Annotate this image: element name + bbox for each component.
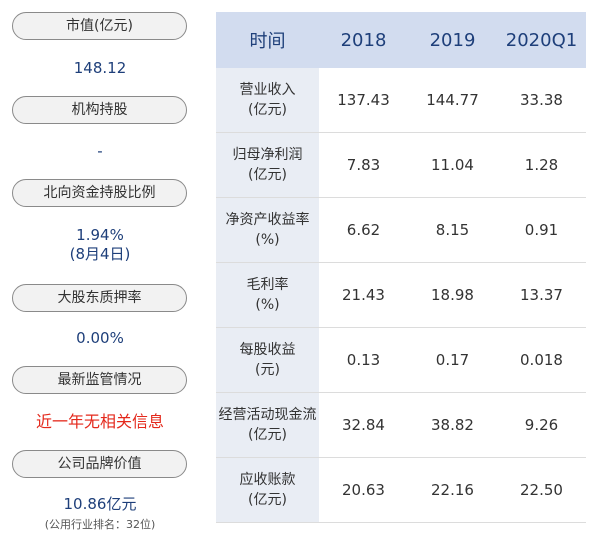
left-info-panel: 市值(亿元) 148.12 机构持股 - 北向资金持股比例 1.94% (8月4… bbox=[0, 0, 200, 542]
value-2020q1: 0.91 bbox=[524, 221, 559, 239]
value-2019: 22.16 bbox=[431, 481, 474, 499]
value-2018: 7.83 bbox=[346, 156, 381, 174]
row-name: 毛利率 bbox=[246, 277, 289, 293]
northbound-holding-date: (8月4日) bbox=[69, 245, 131, 263]
table-header-row: 时间 2018 2019 2020Q1 bbox=[216, 12, 586, 68]
value-2019: 144.77 bbox=[426, 91, 479, 109]
value-2019: 18.98 bbox=[431, 286, 474, 304]
row-unit: (亿元) bbox=[248, 167, 287, 183]
institutional-holding-value: - bbox=[97, 142, 103, 160]
header-2019: 2019 bbox=[429, 29, 476, 51]
value-2020q1: 22.50 bbox=[520, 481, 563, 499]
market-cap-value: 148.12 bbox=[73, 59, 127, 77]
row-name-cell: 每股收益 (元) bbox=[216, 328, 319, 392]
financial-table: 时间 2018 2019 2020Q1 营业收入 (亿元) 137.43 144… bbox=[216, 12, 586, 523]
row-unit: (亿元) bbox=[248, 427, 287, 443]
northbound-holding-label: 北向资金持股比例 bbox=[12, 179, 187, 207]
row-name: 净资产收益率 bbox=[225, 212, 310, 228]
value-2020q1: 9.26 bbox=[524, 416, 559, 434]
row-name: 归母净利润 bbox=[232, 147, 303, 163]
value-2018: 0.13 bbox=[346, 351, 381, 369]
table-row-roe: 净资产收益率 (%) 6.62 8.15 0.91 bbox=[216, 198, 586, 263]
table-row-operating-cashflow: 经营活动现金流 (亿元) 32.84 38.82 9.26 bbox=[216, 393, 586, 458]
regulatory-status-value: 近一年无相关信息 bbox=[35, 412, 164, 431]
value-2018: 32.84 bbox=[342, 416, 385, 434]
pledge-ratio-value: 0.00% bbox=[76, 329, 124, 347]
table-row-receivables: 应收账款 (亿元) 20.63 22.16 22.50 bbox=[216, 458, 586, 523]
institutional-holding-label: 机构持股 bbox=[12, 96, 187, 124]
row-name-cell: 归母净利润 (亿元) bbox=[216, 133, 319, 197]
value-2018: 20.63 bbox=[342, 481, 385, 499]
value-2018: 21.43 bbox=[342, 286, 385, 304]
value-2018: 137.43 bbox=[337, 91, 390, 109]
row-name-cell: 毛利率 (%) bbox=[216, 263, 319, 327]
brand-value-label: 公司品牌价值 bbox=[12, 450, 187, 478]
table-row-gross-margin: 毛利率 (%) 21.43 18.98 13.37 bbox=[216, 263, 586, 328]
row-name-cell: 营业收入 (亿元) bbox=[216, 68, 319, 132]
brand-value-rank-note: (公用行业排名：32位) bbox=[44, 518, 156, 531]
row-name-cell: 经营活动现金流 (亿元) bbox=[216, 393, 319, 457]
value-2020q1: 0.018 bbox=[520, 351, 563, 369]
row-name-cell: 净资产收益率 (%) bbox=[216, 198, 319, 262]
value-2020q1: 13.37 bbox=[520, 286, 563, 304]
value-2019: 11.04 bbox=[431, 156, 474, 174]
value-2019: 8.15 bbox=[435, 221, 470, 239]
value-2019: 38.82 bbox=[431, 416, 474, 434]
value-2020q1: 1.28 bbox=[524, 156, 559, 174]
row-unit: (亿元) bbox=[248, 492, 287, 508]
table-row-eps: 每股收益 (元) 0.13 0.17 0.018 bbox=[216, 328, 586, 393]
row-name: 应收账款 bbox=[239, 472, 296, 488]
header-2020q1: 2020Q1 bbox=[505, 29, 578, 51]
northbound-holding-value: 1.94% bbox=[76, 226, 124, 244]
value-2020q1: 33.38 bbox=[520, 91, 563, 109]
header-time: 时间 bbox=[249, 31, 286, 52]
regulatory-status-label: 最新监管情况 bbox=[12, 366, 187, 394]
row-unit: (%) bbox=[255, 232, 280, 248]
market-cap-label: 市值(亿元) bbox=[12, 12, 187, 40]
brand-value-value: 10.86亿元 bbox=[63, 495, 137, 513]
row-name: 每股收益 bbox=[239, 342, 296, 358]
value-2019: 0.17 bbox=[435, 351, 470, 369]
header-2018: 2018 bbox=[340, 29, 387, 51]
value-2018: 6.62 bbox=[346, 221, 381, 239]
row-unit: (%) bbox=[255, 297, 280, 313]
row-name: 经营活动现金流 bbox=[218, 407, 317, 423]
table-row-revenue: 营业收入 (亿元) 137.43 144.77 33.38 bbox=[216, 68, 586, 133]
table-row-net-profit: 归母净利润 (亿元) 7.83 11.04 1.28 bbox=[216, 133, 586, 198]
row-name: 营业收入 bbox=[239, 82, 296, 98]
row-unit: (亿元) bbox=[248, 102, 287, 118]
row-name-cell: 应收账款 (亿元) bbox=[216, 458, 319, 522]
pledge-ratio-label: 大股东质押率 bbox=[12, 284, 187, 312]
row-unit: (元) bbox=[255, 362, 280, 378]
